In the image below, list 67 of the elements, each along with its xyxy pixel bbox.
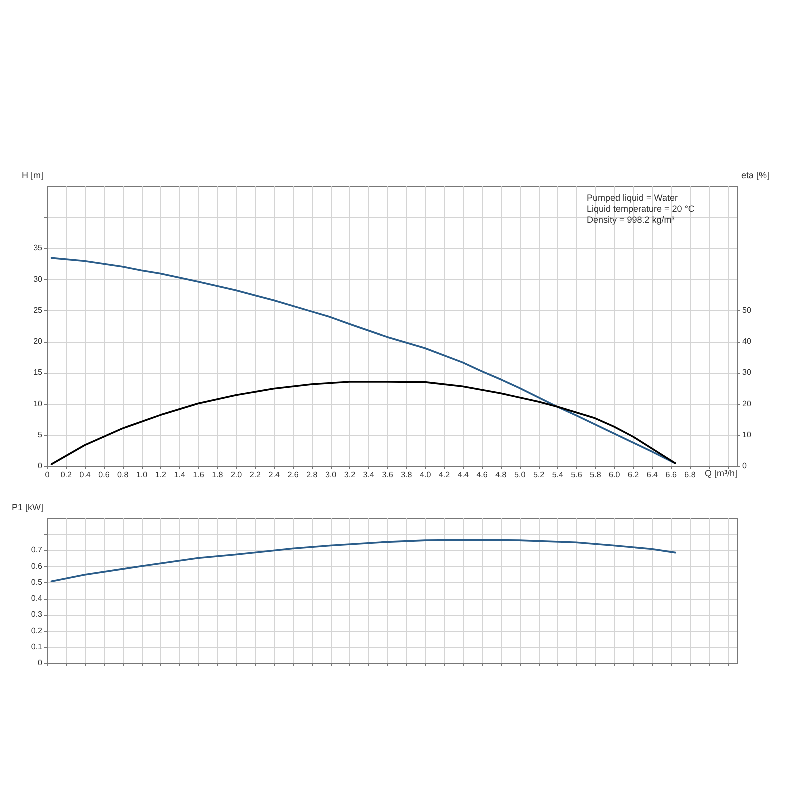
x-tick-label: 4.6 [476,470,488,480]
y-tick-label: 0.6 [31,562,44,571]
y-axis-title: H [m] [22,170,44,180]
x-tick-label: 4.2 [438,470,451,480]
x-tick-label: 1.2 [155,470,168,480]
x-tick-label: 4.0 [420,470,432,480]
x-tick-label: 0 [45,470,50,480]
y2-axis-title: eta [%] [742,170,770,180]
y-tick-label: 35 [34,244,44,253]
x-tick-label: 1.0 [136,470,148,480]
x-tick-label: 2.8 [306,470,318,480]
x-tick-label: 5.0 [514,470,526,480]
x-tick-label: 3.2 [344,470,356,480]
line-series [50,381,676,466]
x-tick-label: 6.0 [609,470,621,480]
y2-tick-label: 30 [742,368,752,378]
y-tick-label: 10 [34,399,44,408]
y-tick-label: 0 [38,658,44,668]
annotation: Density = 998.2 kg/m³ [587,215,675,225]
x-tick-label: 4.4 [458,470,470,480]
x-tick-label: 6.4 [646,470,659,480]
y-tick-label: 15 [34,368,44,378]
x-tick-label: 6.8 [684,470,696,480]
y-axis-title: P1 [kW] [12,502,44,512]
x-tick-label: 0.6 [98,470,110,480]
y-tick-label: 5 [38,430,44,440]
x-axis-title: Q [m³/h] [704,468,738,478]
x-tick-label: 2.4 [268,470,280,480]
x-tick-label: 5.8 [590,470,602,480]
y-tick-label: 20 [34,337,44,346]
y2-tick-label: 20 [742,399,752,408]
y-tick-label: 0 [38,462,44,470]
y-tick-label: 0.3 [31,610,44,620]
y2-tick-label: 10 [742,430,752,440]
x-tick-label: 0.2 [60,470,73,480]
x-tick-label: 5.2 [533,470,546,480]
x-tick-label: 3.0 [326,470,338,480]
x-tick-label: 3.6 [382,470,394,480]
x-tick-label: 2.2 [250,470,262,480]
y-tick-label: 0.5 [31,578,44,587]
x-tick-label: 1.4 [174,470,186,480]
x-tick-label: 5.6 [571,470,583,480]
x-tick-label: 1.6 [193,470,205,480]
x-tick-label: 0.4 [80,470,92,480]
y-tick-label: 0.1 [31,642,44,652]
y-tick-label: 25 [34,306,44,315]
y-tick-label: 30 [34,274,44,284]
x-tick-label: 1.8 [212,470,224,480]
y2-tick-label: 0 [742,462,748,470]
line-series [50,539,676,583]
x-tick-label: 6.6 [666,470,678,480]
x-tick-label: 4.8 [496,470,508,480]
x-tick-label: 0.8 [118,470,130,480]
line-series [50,257,676,464]
x-tick-label: 6.2 [628,470,640,480]
y-tick-label: 0.2 [31,626,44,636]
y-tick-label: 0.7 [31,546,44,555]
x-tick-label: 3.4 [363,470,375,480]
x-tick-label: 5.4 [552,470,564,480]
x-tick-label: 2.0 [230,470,243,480]
y-tick-label: 0.4 [31,594,44,604]
y2-tick-label: 40 [742,337,752,346]
x-tick-label: 2.6 [288,470,300,480]
x-tick-label: 3.8 [401,470,413,480]
annotation: Liquid temperature = 20 °C [587,204,696,214]
annotation: Pumped liquid = Water [587,193,678,203]
y2-tick-label: 50 [742,306,752,315]
